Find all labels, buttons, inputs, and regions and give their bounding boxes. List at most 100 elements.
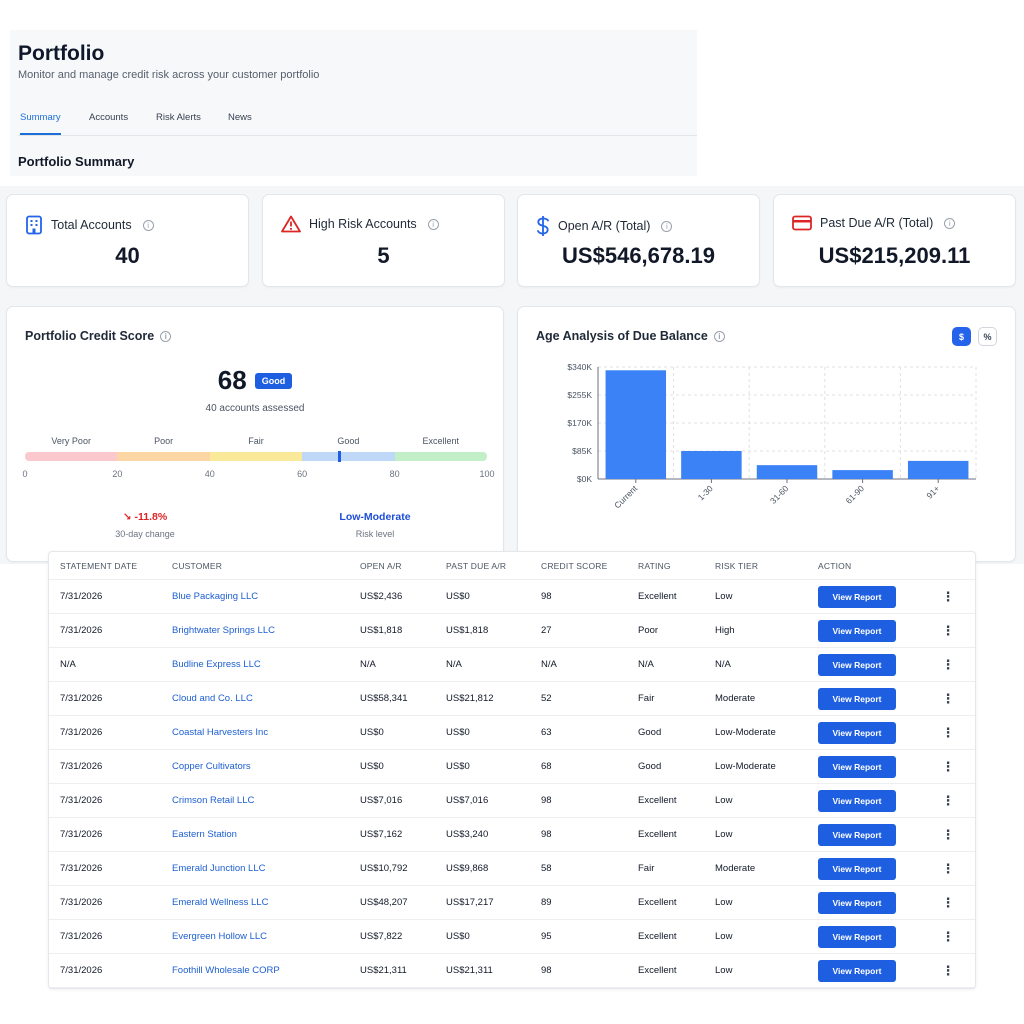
view-report-button[interactable]: View Report [818,755,896,778]
statement-date: 7/31/2026 [60,727,103,738]
page-title: Portfolio [18,42,105,65]
more-options-icon[interactable]: ⋮ [941,894,955,910]
column-header[interactable]: CREDIT SCORE [541,560,608,571]
more-options-icon[interactable]: ⋮ [941,622,955,638]
score-tick-label: 40 [204,469,215,479]
risk-tier: Low [715,829,733,840]
view-report-button[interactable]: View Report [818,619,896,642]
more-options-icon[interactable]: ⋮ [941,724,955,740]
credit-card-icon [792,215,812,231]
customer-link[interactable]: Budline Express LLC [172,659,261,670]
more-options-icon[interactable]: ⋮ [941,690,955,706]
age-analysis-chart: $0K $85K $170K $255K $340K Current 1-30 31-60 61… [567,362,977,510]
view-report-button[interactable]: View Report [818,653,896,676]
view-report-button[interactable]: View Report [818,891,896,914]
open-ar: US$58,341 [360,693,408,704]
more-options-icon[interactable]: ⋮ [941,962,955,978]
column-header[interactable]: RISK TIER [715,560,759,571]
customer-link[interactable]: Cloud and Co. LLC [172,693,253,704]
more-options-icon[interactable]: ⋮ [941,792,955,808]
view-report-button[interactable]: View Report [818,585,896,608]
rating: Fair [638,863,655,874]
more-options-icon[interactable]: ⋮ [941,826,955,842]
tab-bar: Summary Accounts Risk Alerts News [18,108,697,136]
more-options-icon[interactable]: ⋮ [941,928,955,944]
action-cell: View Report [818,920,896,953]
tab-summary[interactable]: Summary [20,112,61,135]
info-icon[interactable]: i [160,330,172,342]
open-ar: US$0 [360,727,384,738]
table-row: 7/31/2026 Blue Packaging LLC US$2,436 US$0 9… [49,580,975,614]
table-row: 7/31/2026 Crimson Retail LLC US$7,016 US$7,… [49,784,975,818]
view-report-button[interactable]: View Report [818,857,896,880]
column-header[interactable]: ACTION [818,560,852,571]
info-icon[interactable]: i [944,217,956,229]
view-report-button[interactable]: View Report [818,687,896,710]
toggle-dollar[interactable]: $ [952,327,971,346]
customer-link[interactable]: Emerald Junction LLC [172,863,266,874]
customer-link[interactable]: Crimson Retail LLC [172,795,255,806]
tab-risk-alerts[interactable]: Risk Alerts [156,112,201,123]
customer-link[interactable]: Eastern Station [172,829,237,840]
statement-date: 7/31/2026 [60,931,103,942]
column-header[interactable]: OPEN A/R [360,560,402,571]
customer-link[interactable]: Evergreen Hollow LLC [172,931,268,942]
column-header[interactable]: CUSTOMER [172,560,223,571]
score-marker [337,451,341,462]
rating: Excellent [638,829,677,840]
customer-link[interactable]: Brightwater Springs LLC [172,625,275,636]
column-header[interactable]: PAST DUE A/R [446,560,507,571]
page-subtitle: Monitor and manage credit risk across yo… [18,69,320,81]
more-options-icon[interactable]: ⋮ [941,588,955,604]
band-labels: Very Poor Poor Fair Good Excellent [25,436,487,448]
column-header[interactable]: RATING [638,560,671,571]
customer-link[interactable]: Foothill Wholesale CORP [172,965,280,976]
customer-link[interactable]: Copper Cultivators [172,761,251,772]
info-icon[interactable]: i [713,330,725,342]
action-cell: View Report [818,852,896,885]
column-header[interactable]: STATEMENT DATE [60,560,138,571]
open-ar: US$10,792 [360,863,408,874]
table-row: 7/31/2026 Emerald Junction LLC US$10,792 US… [49,852,975,886]
score-tick-label: 100 [479,469,495,479]
more-options-icon[interactable]: ⋮ [941,860,955,876]
toggle-percent[interactable]: % [978,327,997,346]
band-label: Excellent [422,436,460,446]
info-icon[interactable]: i [427,218,439,230]
statement-date: 7/31/2026 [60,829,103,840]
rating: Excellent [638,591,677,602]
score-badge: Good [254,372,293,389]
info-icon[interactable]: i [661,220,673,232]
tab-news[interactable]: News [228,112,252,123]
credit-score: 98 [541,965,552,976]
stat-card-total-accounts: Total Accounts i 40 [6,194,249,287]
customer-link[interactable]: Emerald Wellness LLC [172,897,269,908]
view-report-button[interactable]: View Report [818,925,896,948]
view-report-button[interactable]: View Report [818,823,896,846]
card-title: Portfolio Credit Score [25,329,155,343]
view-report-button[interactable]: View Report [818,721,896,744]
view-report-button[interactable]: View Report [818,789,896,812]
view-report-button[interactable]: View Report [818,959,896,982]
y-tick-label: $170K [567,418,592,428]
info-icon[interactable]: i [142,219,154,231]
customer-link[interactable]: Coastal Harvesters Inc [172,727,269,738]
rating: Poor [638,625,659,636]
card-title: Age Analysis of Due Balance [536,329,708,343]
credit-score: 52 [541,693,552,704]
rating: Excellent [638,795,677,806]
accounts-table: STATEMENT DATE CUSTOMER OPEN A/R PAST DUE A… [48,551,976,989]
risk-tier: Low-Moderate [715,727,776,738]
customer-link[interactable]: Blue Packaging LLC [172,591,259,602]
rating: Excellent [638,897,677,908]
tab-accounts[interactable]: Accounts [89,112,129,123]
more-options-icon[interactable]: ⋮ [941,758,955,774]
statement-date: 7/31/2026 [60,625,103,636]
risk-tier: N/A [715,659,731,670]
open-ar: US$7,162 [360,829,403,840]
statement-date: 7/31/2026 [60,795,103,806]
bar-31-60 [756,465,818,479]
more-options-icon[interactable]: ⋮ [941,656,955,672]
action-cell: View Report [818,954,896,987]
past-due-ar: US$1,818 [446,625,489,636]
